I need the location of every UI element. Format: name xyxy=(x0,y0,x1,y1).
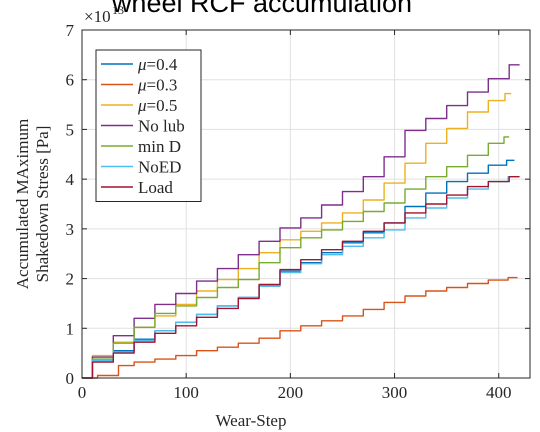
legend-label: No lub xyxy=(138,117,185,136)
series-line xyxy=(82,276,518,379)
axis-ticks: 0 100 200 300 400 0 1 2 3 4 5 6 7 xyxy=(66,21,530,402)
y-exponent-power: 13 xyxy=(112,3,124,17)
legend-label: min D xyxy=(138,137,181,156)
y-axis-label: Accumulated MAximum Shakedown Stress [Pa] xyxy=(13,119,52,289)
x-tick-label: 400 xyxy=(486,383,512,402)
y-tick-label: 2 xyxy=(66,270,75,289)
legend-label: μ=0.5 xyxy=(137,96,177,115)
legend-label: Load xyxy=(138,178,173,197)
series-line xyxy=(82,136,510,379)
y-exponent-base: ×10 xyxy=(84,7,111,26)
y-tick-label: 1 xyxy=(66,319,75,338)
y-axis-label-line-1: Accumulated MAximum xyxy=(13,119,32,289)
y-tick-label: 5 xyxy=(66,120,75,139)
series-line xyxy=(82,64,520,379)
legend-label: μ=0.4 xyxy=(137,55,178,74)
y-tick-label: 0 xyxy=(66,369,75,388)
legend-label: μ=0.3 xyxy=(137,76,177,95)
y-tick-label: 6 xyxy=(66,71,75,90)
y-axis-label-line-2: Shakedown Stress [Pa] xyxy=(33,126,52,283)
y-tick-label: 3 xyxy=(66,220,75,239)
series-line xyxy=(82,176,520,379)
x-tick-label: 100 xyxy=(173,383,199,402)
legend-label: NoED xyxy=(138,158,181,177)
x-axis-label: Wear-Step xyxy=(216,411,287,430)
y-tick-label: 7 xyxy=(66,21,75,40)
y-tick-label: 4 xyxy=(66,170,75,189)
x-tick-label: 300 xyxy=(382,383,408,402)
x-tick-label: 200 xyxy=(278,383,304,402)
x-tick-label: 0 xyxy=(78,383,87,402)
chart-title: wheel RCF accumulation xyxy=(111,0,412,18)
series-lines xyxy=(82,64,520,379)
plot-border xyxy=(81,29,531,379)
y-exponent-label: ×10 13 xyxy=(84,3,124,26)
